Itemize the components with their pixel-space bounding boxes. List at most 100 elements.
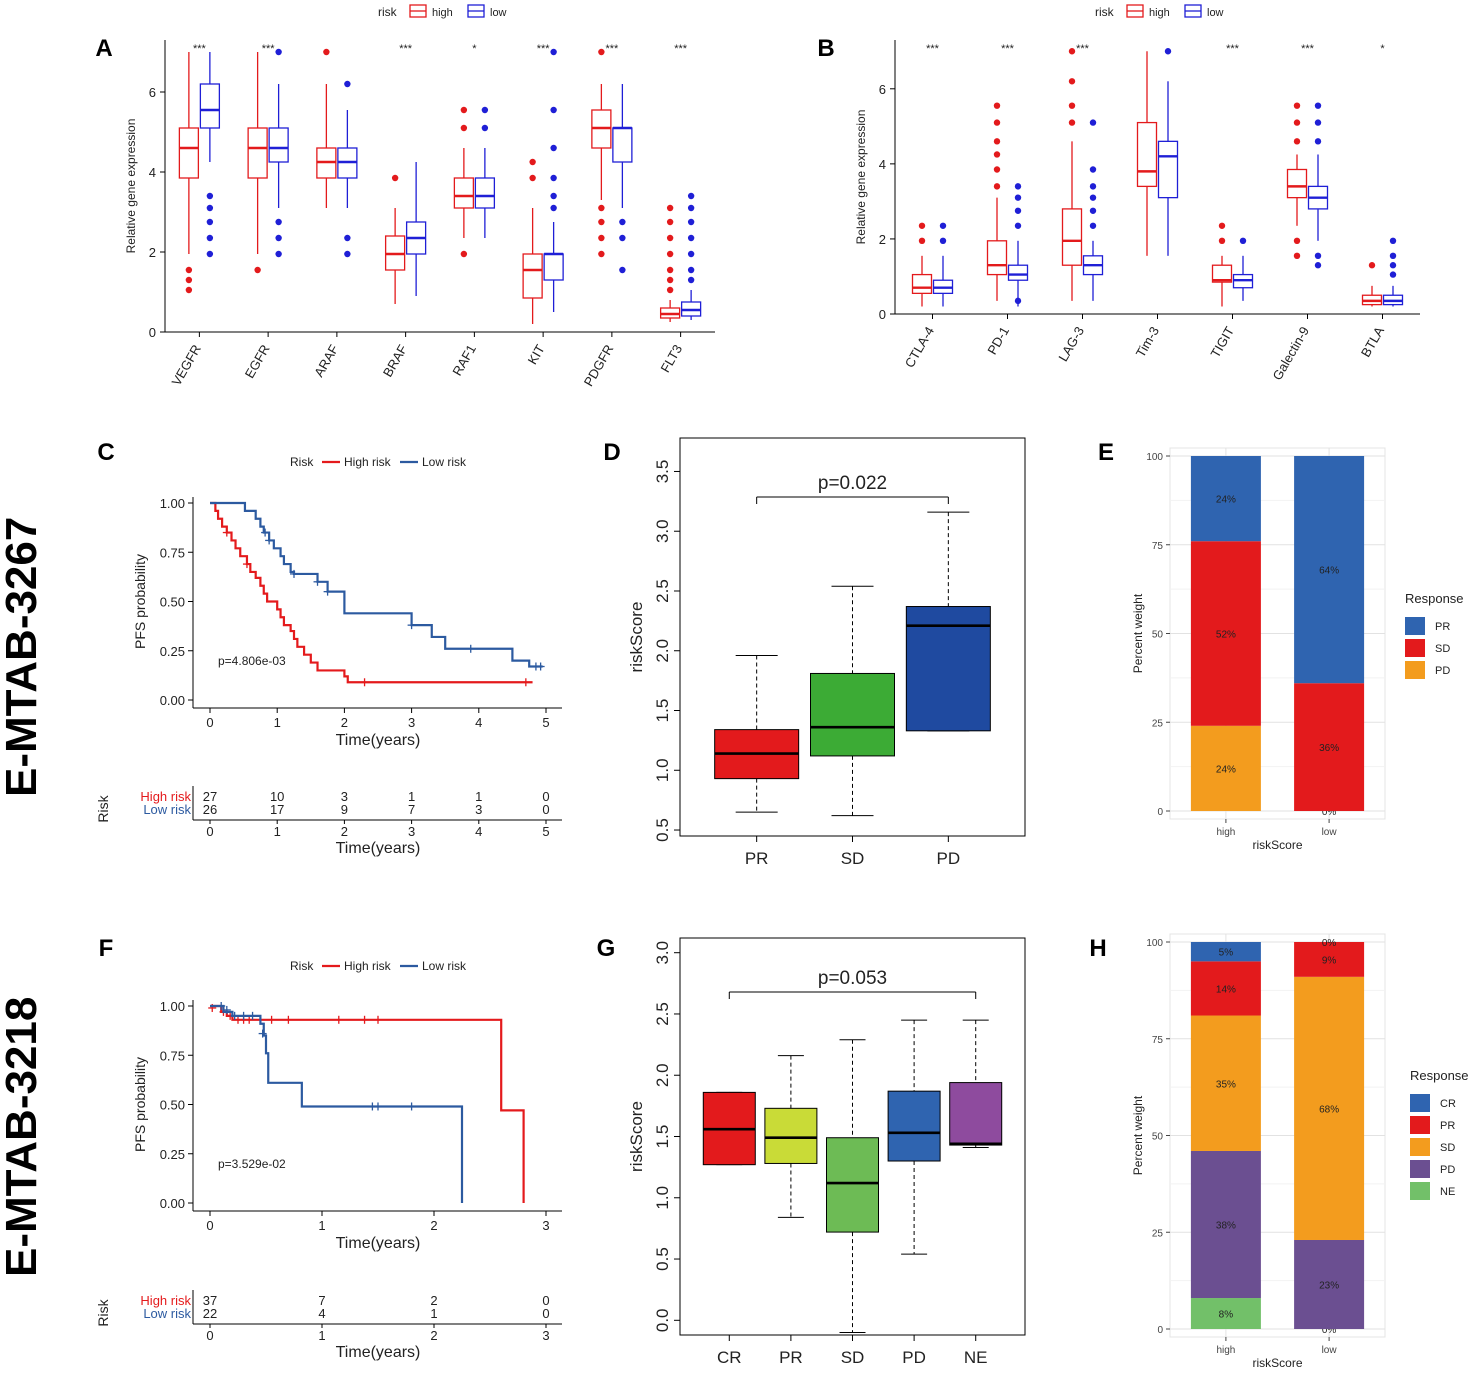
outlier-point (1368, 262, 1376, 269)
y-tick-label: 0.5 (653, 1247, 672, 1271)
y-tick-label: 1.00 (160, 999, 185, 1014)
box-PD (887, 1090, 941, 1162)
outlier-point (666, 234, 674, 242)
x-tick-label-PDGFR: PDGFR (581, 342, 617, 389)
x-tick-label-Galectin-9: Galectin-9 (1269, 324, 1312, 383)
p-value-label: p=0.022 (818, 473, 887, 494)
outlier-point (598, 250, 605, 258)
segment-label: 24% (1216, 495, 1236, 506)
outlier-point (598, 48, 605, 56)
outlier-point (529, 158, 536, 166)
legend-swatch-PR (1405, 617, 1425, 635)
x-tick-label: 1 (318, 1218, 325, 1233)
bar-segment-low-SD (1294, 976, 1365, 1240)
outlier-point (391, 174, 399, 182)
segment-label: 0% (1322, 807, 1337, 818)
legend-label-low: low (1207, 7, 1224, 19)
risk-count: 7 (318, 1293, 325, 1308)
outlier-point (918, 237, 926, 245)
y-tick-label: 0.75 (160, 1048, 185, 1063)
risk-row-label: High risk (140, 1293, 191, 1308)
box-high-Galectin-9 (1286, 168, 1308, 199)
outlier-point (939, 237, 947, 245)
significance-mark: *** (674, 43, 688, 55)
legend-label-PR: PR (1440, 1120, 1455, 1132)
y-axis-label: Relative gene expression (854, 110, 868, 245)
segment-label: 64% (1319, 566, 1339, 577)
x-tick-label-LAG-3: LAG-3 (1055, 324, 1087, 364)
segment-label: 5% (1219, 948, 1234, 959)
x-tick-label-CR: CR (717, 1348, 742, 1367)
outlier-point (1293, 252, 1301, 260)
outlier-point (529, 174, 536, 182)
outlier-point (993, 183, 1001, 190)
outlier-point (993, 102, 1001, 109)
bar-segment-high-PD (1190, 1150, 1261, 1299)
y-tick-label: 25 (1152, 1228, 1164, 1239)
bar-segment-low-SD (1294, 683, 1365, 811)
segment-label: 52% (1216, 630, 1236, 641)
outlier-point (550, 174, 557, 182)
x-axis-label: riskScore (1252, 1356, 1302, 1370)
box-high-KIT (522, 253, 543, 299)
y-tick-label: 4 (879, 157, 886, 172)
y-tick-label: 0.00 (160, 693, 185, 708)
box-SD (810, 672, 895, 757)
outlier-point (254, 266, 261, 274)
outlier-point (598, 218, 605, 226)
y-tick-label: 0.25 (160, 1147, 185, 1162)
y-tick-label: 0.5 (653, 818, 672, 842)
x-tick-label-PD: PD (937, 849, 961, 868)
x-tick-label-SD: SD (841, 849, 865, 868)
y-axis-label: Percent weight (1131, 1095, 1145, 1175)
outlier-point (1014, 183, 1022, 190)
x-tick-label-TIGIT: TIGIT (1207, 324, 1237, 360)
y-tick-label: 100 (1146, 452, 1163, 463)
y-tick-label: 0.75 (160, 545, 185, 560)
segment-label: 24% (1216, 764, 1236, 775)
x-axis-label: Time(years) (336, 732, 421, 749)
outlier-point (275, 48, 282, 56)
segment-label: 0% (1322, 1325, 1337, 1336)
risk-count: 7 (408, 802, 415, 817)
x-tick-label-BTLA: BTLA (1358, 324, 1387, 360)
bar-segment-high-SD (1190, 1015, 1261, 1151)
outlier-point (666, 286, 674, 294)
legend-swatch-SD (1410, 1138, 1430, 1156)
legend-label-SD: SD (1440, 1142, 1455, 1154)
p-value-label: p=4.806e-03 (218, 654, 286, 668)
segment-label: 23% (1319, 1280, 1339, 1291)
outlier-point (460, 250, 468, 258)
cohort-label-emtab3218: E-MTAB-3218 (0, 996, 46, 1277)
outlier-point (275, 250, 282, 258)
outlier-point (206, 204, 214, 212)
outlier-point (1314, 102, 1322, 109)
outlier-point (323, 48, 330, 56)
outlier-point (1068, 102, 1076, 109)
y-tick-label: 2 (149, 245, 156, 260)
outlier-point (687, 266, 695, 274)
outlier-point (1089, 194, 1097, 201)
y-tick-label: 4 (149, 165, 156, 180)
panel-letter-H: H (1089, 935, 1106, 962)
risk-count: 2 (430, 1293, 437, 1308)
outlier-point (550, 106, 557, 114)
legend-label-Low risk: Low risk (422, 959, 467, 973)
x-tick-label-CTLA-4: CTLA-4 (902, 324, 937, 370)
bar-segment-high-NE (1190, 1298, 1261, 1329)
bar-segment-high-SD (1190, 541, 1261, 726)
outlier-point (1389, 271, 1397, 278)
risk-count: 9 (341, 802, 348, 817)
risk-count: 0 (542, 802, 549, 817)
x-tick-label: 2 (341, 715, 348, 730)
box-high-CTLA-4 (911, 273, 933, 295)
legend-title: Risk (290, 455, 314, 469)
box-high-TIGIT (1211, 264, 1233, 283)
p-value-label: p=3.529e-02 (218, 1157, 286, 1171)
y-tick-label: 6 (879, 82, 886, 97)
x-tick-label-FLT3: FLT3 (658, 342, 686, 375)
risk-row-label: High risk (140, 789, 191, 804)
outlier-point (460, 124, 468, 132)
risk-count: 0 (542, 789, 549, 804)
outlier-point (666, 276, 674, 284)
